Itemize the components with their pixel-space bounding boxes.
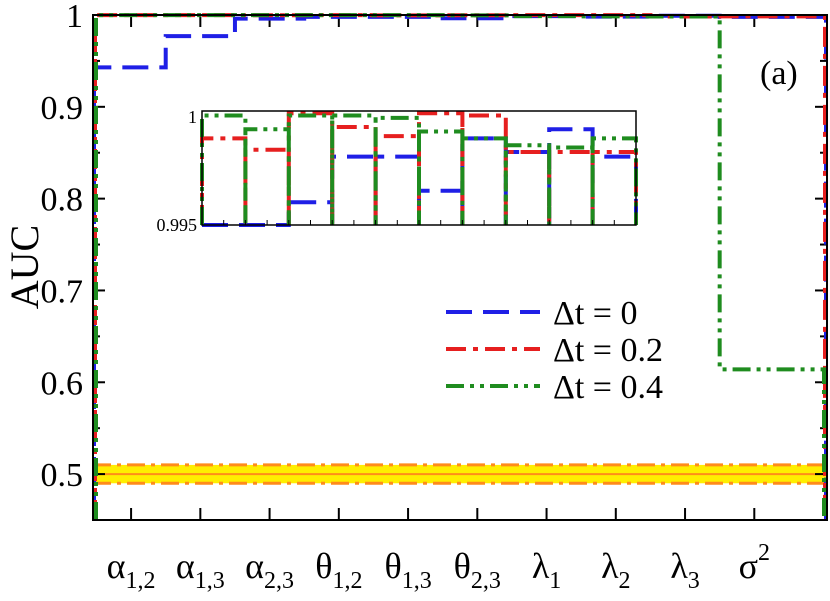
inset-plot: 0.995 1 <box>157 107 638 235</box>
series-line-1 <box>93 13 827 520</box>
legend-label-0: Δt = 0 <box>553 295 638 332</box>
legend-label-1: Δt = 0.2 <box>553 332 663 369</box>
y-axis-label: AUC <box>2 225 47 309</box>
y-tick-label: 0.7 <box>41 273 84 310</box>
inset-y-tick-label: 1 <box>188 107 197 127</box>
x-tick-label: λ2 <box>601 546 630 594</box>
x-tick-label: λ1 <box>532 546 561 594</box>
plot-frame <box>92 14 828 521</box>
x-tick-label: θ2,3 <box>454 546 501 594</box>
panel-label: (a) <box>760 55 798 92</box>
random-baseline-band <box>93 463 827 485</box>
x-tick-label: α1,3 <box>176 546 225 594</box>
x-tick-label: θ1,2 <box>315 546 362 594</box>
axis-labels: (a) AUC <box>2 55 798 309</box>
x-tick-label: α1,2 <box>107 546 156 594</box>
legend: Δt = 0Δt = 0.2Δt = 0.4 <box>446 295 663 406</box>
x-tick-label: λ3 <box>670 546 699 594</box>
axes-ticks: 0.5 0.6 0.7 0.8 0.9 1 α1,2 α1,3 α2,3 θ1,2 θ1,3 θ2,3… <box>41 0 827 594</box>
series-lines <box>92 13 828 520</box>
y-tick-label: 0.6 <box>41 365 84 402</box>
y-tick-label: 1 <box>66 0 83 35</box>
y-tick-label: 0.9 <box>41 90 84 127</box>
inset-series-line-2 <box>200 113 638 225</box>
legend-label-2: Δt = 0.4 <box>553 369 663 406</box>
series-line-2 <box>94 13 826 520</box>
x-tick-label: α2,3 <box>245 546 294 594</box>
x-tick-label: θ1,3 <box>384 546 431 594</box>
y-tick-label: 0.8 <box>41 182 84 219</box>
series-line-0 <box>92 13 828 520</box>
y-tick-label: 0.5 <box>41 457 84 494</box>
inset-y-tick-label: 0.995 <box>157 215 198 235</box>
x-tick-label: σ2 <box>739 540 770 586</box>
